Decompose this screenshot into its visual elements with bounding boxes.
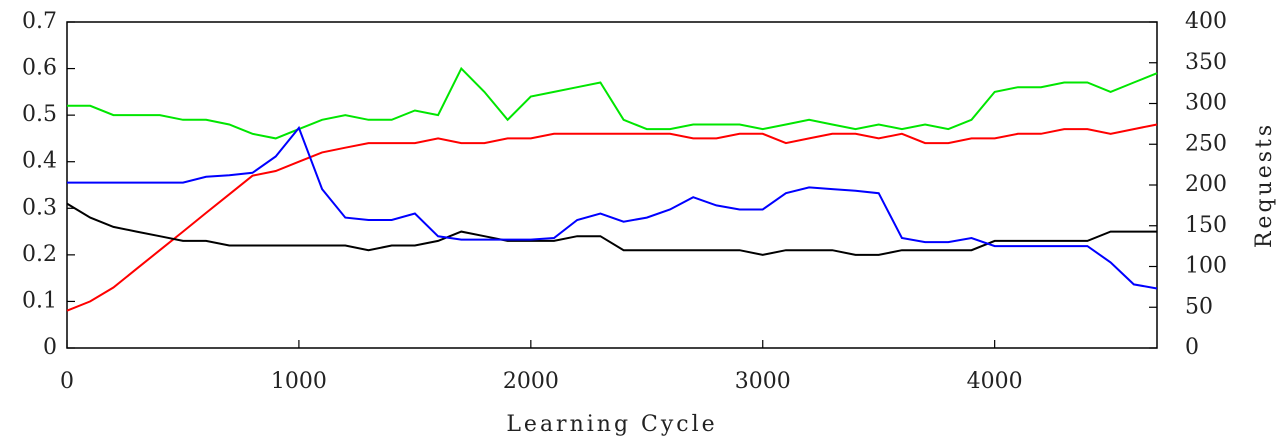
y-tick-label: 0.6 <box>22 56 57 81</box>
y2-tick-label: 350 <box>1185 50 1227 75</box>
y2-tick-label: 150 <box>1185 213 1227 238</box>
x-tick-label: 2000 <box>503 369 559 394</box>
y2-tick-label: 300 <box>1185 91 1227 116</box>
y2-tick-label: 50 <box>1185 294 1213 319</box>
y2-tick-label: 250 <box>1185 131 1227 156</box>
y-tick-label: 0.2 <box>22 242 57 267</box>
y-tick-label: 0 <box>43 335 57 360</box>
x-axis-label: Learning Cycle <box>506 412 717 437</box>
x-tick-label: 3000 <box>735 369 791 394</box>
y-tick-label: 0.4 <box>22 149 57 174</box>
series-line <box>67 66 1158 140</box>
series-line <box>67 125 1158 290</box>
y2-axis-label: Requests <box>1252 122 1277 248</box>
x-tick-label: 0 <box>60 369 74 394</box>
series-line <box>66 202 1157 256</box>
x-tick-label: 1000 <box>271 369 327 394</box>
y2-tick-label: 0 <box>1185 335 1199 360</box>
plot-frame <box>66 21 1158 349</box>
series-line <box>66 123 1158 312</box>
y2-tick-label: 100 <box>1185 254 1227 279</box>
x-tick-label: 4000 <box>967 369 1023 394</box>
y-tick-label: 0.1 <box>22 288 57 313</box>
y-tick-label: 0.3 <box>22 195 57 220</box>
y2-tick-label: 400 <box>1185 9 1227 34</box>
y2-tick-label: 200 <box>1185 172 1227 197</box>
y-tick-label: 0.7 <box>22 9 57 34</box>
y-tick-label: 0.5 <box>22 102 57 127</box>
